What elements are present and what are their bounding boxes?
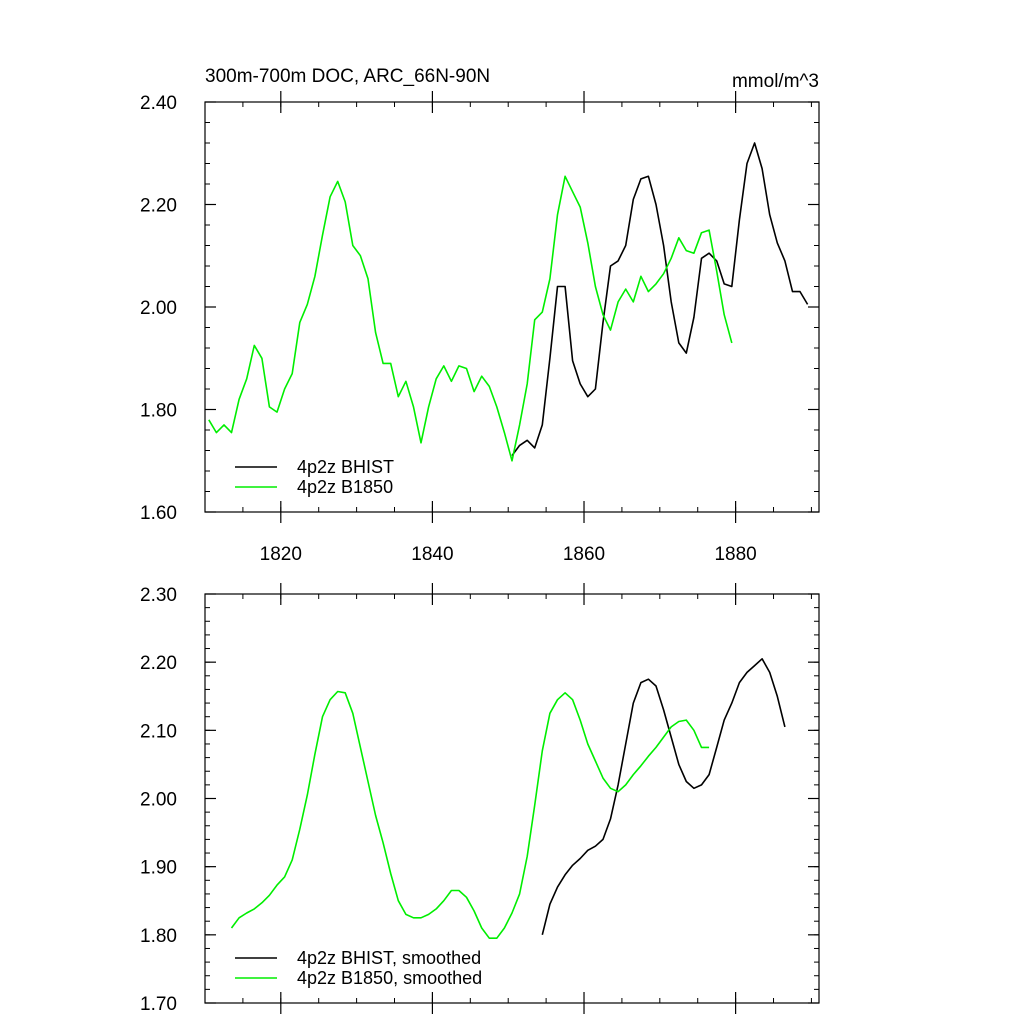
x-tick-label: 1860: [563, 544, 605, 565]
y-tick-label: 1.70: [140, 994, 177, 1015]
y-tick-label: 2.20: [140, 196, 177, 217]
legend-label: 4p2z BHIST: [297, 457, 394, 477]
x-tick-label: 1820: [260, 544, 302, 565]
y-tick-label: 1.80: [140, 926, 177, 947]
chart-title: 300m-700m DOC, ARC_66N-90N: [205, 66, 490, 87]
y-tick-label: 2.40: [140, 93, 177, 114]
y-tick-label: 1.80: [140, 401, 177, 422]
series-line-b1850: [208, 175, 733, 462]
y-tick-label: 2.00: [140, 298, 177, 319]
legend-label: 4p2z B1850, smoothed: [297, 968, 482, 988]
legend-label: 4p2z B1850: [297, 477, 393, 497]
units-label: mmol/m^3: [732, 71, 819, 92]
series-line-bhist: [511, 142, 809, 457]
x-tick-label: 1840: [411, 544, 453, 565]
y-tick-label: 2.20: [140, 653, 177, 674]
bottom-panel: 1.70 1.80 1.90 2.00 2.10 2.20 2.30 4p2z BHIST, …: [140, 583, 820, 1015]
plot-frame: [204, 101, 820, 513]
y-tick-label: 1.90: [140, 858, 177, 879]
x-tick-label: 1880: [714, 544, 756, 565]
y-tick-label: 2.10: [140, 721, 177, 742]
y-tick-label: 1.60: [140, 503, 177, 524]
plot-frame: [204, 593, 820, 1004]
series-line-b1850: [230, 690, 710, 940]
series-line-bhist: [541, 657, 786, 935]
y-tick-label: 2.00: [140, 790, 177, 811]
legend-label: 4p2z BHIST, smoothed: [297, 948, 481, 968]
top-panel: 1.60 1.80 2.00 2.20 2.40 1820 1840 1860 1880 300m…: [140, 66, 820, 565]
y-tick-label: 2.30: [140, 585, 177, 606]
